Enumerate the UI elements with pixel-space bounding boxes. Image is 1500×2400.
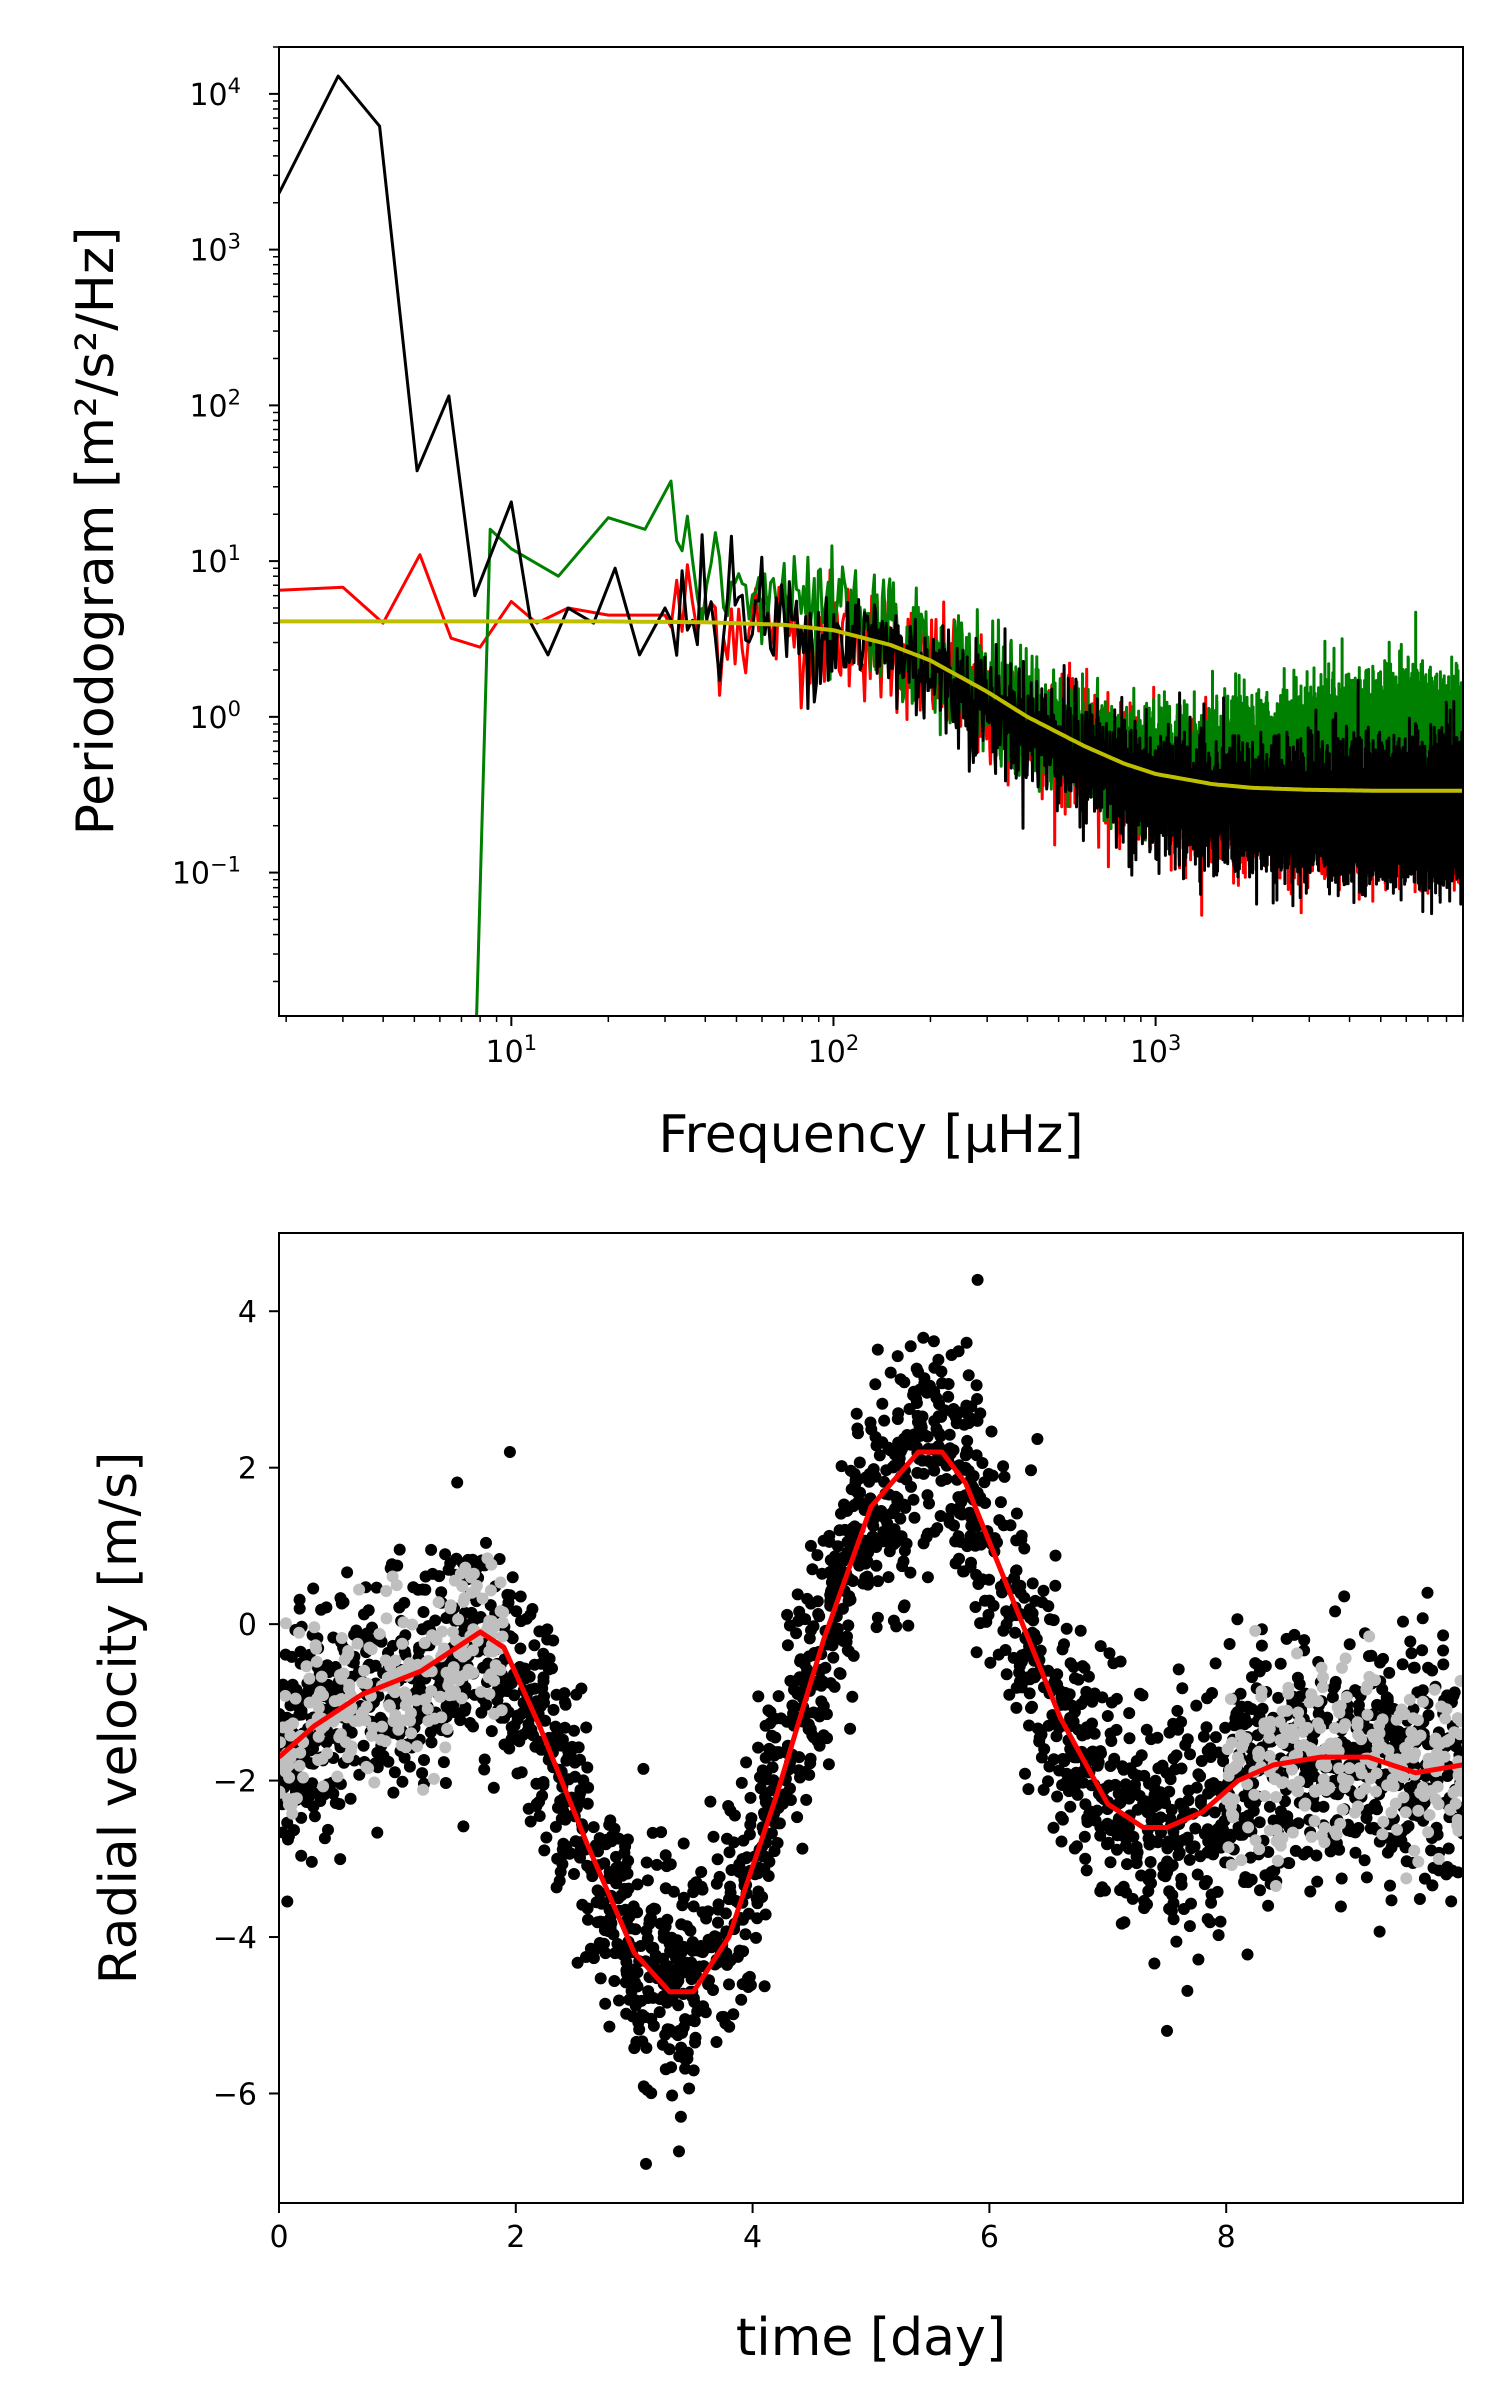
radial-velocity-ytick-label-1: 2 <box>238 1452 257 1487</box>
radial-velocity-ticks: 0 2 4 6 8 4 2 0 −2 −4 −6 <box>213 1295 1236 2255</box>
radial-velocity-ytick-label-3: −2 <box>213 1765 257 1800</box>
radial-velocity-xtick-label-0: 0 <box>269 2220 288 2255</box>
radial-velocity-ytick-label-0: 4 <box>238 1295 257 1330</box>
periodogram-ytick-label-4: 100 <box>189 697 241 736</box>
radial-velocity-panel: 0 2 4 6 8 4 2 0 −2 −4 −6 time [day] Radial velocit… <box>89 1232 1464 2368</box>
periodogram-series-2 <box>279 74 1463 916</box>
radial-velocity-ylabel: Radial velocity [m/s] <box>89 1452 149 1985</box>
periodogram-ytick-label-1: 103 <box>189 230 241 269</box>
radial-velocity-ytick-label-5: −6 <box>213 2077 257 2112</box>
radial-velocity-ytick-label-4: −4 <box>213 1921 257 1956</box>
radial-velocity-trend-group <box>279 1449 1463 1995</box>
radial-velocity-xtick-label-2: 4 <box>743 2220 762 2255</box>
periodogram-xtick-label-2: 103 <box>1130 1031 1182 1070</box>
periodogram-ytick-label-2: 102 <box>189 385 241 424</box>
radial-velocity-trend-line <box>279 1449 1463 1995</box>
radial-velocity-points <box>279 1273 1463 2170</box>
periodogram-ytick-label-0: 104 <box>189 74 241 113</box>
radial-velocity-xtick-label-3: 6 <box>980 2220 999 2255</box>
radial-velocity-gray-points <box>279 1552 1463 1892</box>
periodogram-ytick-label-5: 10−1 <box>172 853 241 892</box>
radial-velocity-ytick-label-2: 0 <box>238 1608 257 1643</box>
periodogram-xlabel: Frequency [μHz] <box>658 1105 1083 1165</box>
periodogram-axes-frame <box>278 46 1464 1017</box>
periodogram-xtick-label-1: 102 <box>808 1031 860 1070</box>
radial-velocity-xlabel: time [day] <box>736 2308 1006 2368</box>
periodogram-ylabel: Periodogram [m²/s²/Hz] <box>66 227 126 836</box>
radial-velocity-axes-frame <box>278 1232 1464 2204</box>
radial-velocity-xtick-label-4: 8 <box>1217 2220 1236 2255</box>
periodogram-xtick-label-0: 101 <box>486 1031 538 1070</box>
radial-velocity-black-points <box>279 1273 1463 2170</box>
radial-velocity-xtick-label-1: 2 <box>506 2220 525 2255</box>
periodogram-ytick-label-3: 101 <box>189 541 241 580</box>
periodogram-series-3 <box>279 619 1463 793</box>
periodogram-ticks: 101 102 103 104 103 102 101 100 10−1 <box>172 46 1464 1070</box>
periodogram-series-group <box>279 74 1463 1016</box>
periodogram-panel: 101 102 103 104 103 102 101 100 10−1 Frequency [… <box>66 46 1464 1165</box>
